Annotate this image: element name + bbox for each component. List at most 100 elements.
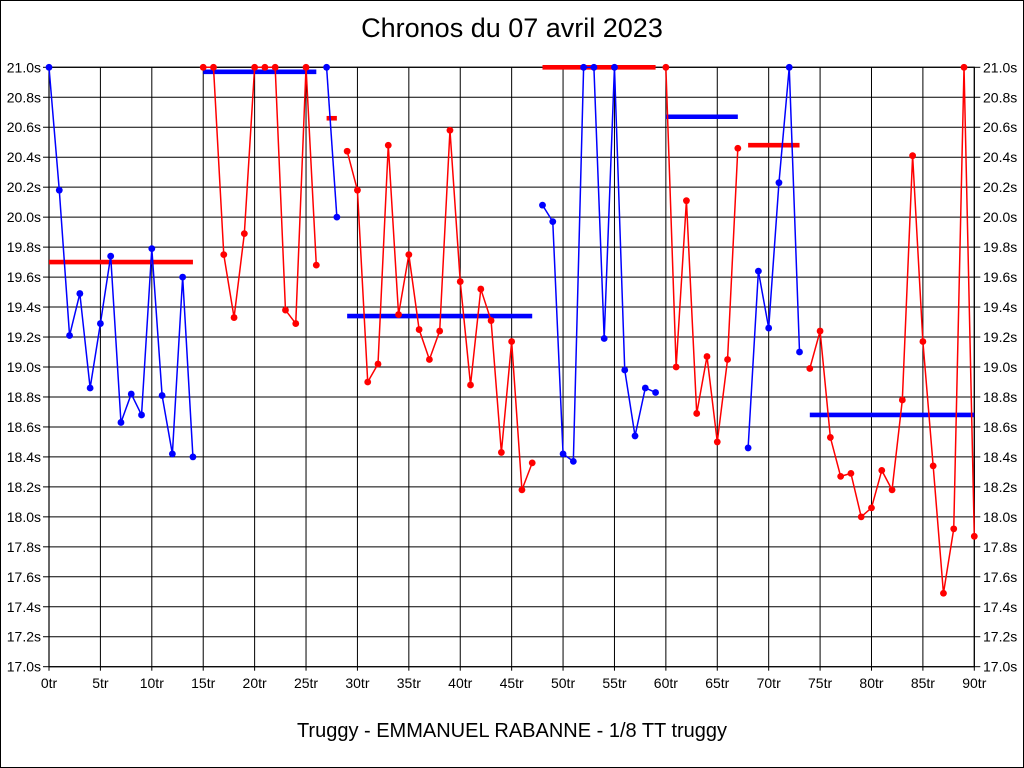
lap-point <box>168 450 176 458</box>
lap-point <box>45 63 53 71</box>
lap-point <box>107 252 115 260</box>
x-tick-label: 55tr <box>602 675 626 691</box>
y-tick-label-left: 18.4s <box>7 449 41 465</box>
y-tick-label-left: 19.2s <box>7 329 41 345</box>
lap-point <box>251 63 259 71</box>
lap-point <box>220 251 228 259</box>
lap-point <box>796 348 803 356</box>
x-tick-label: 65tr <box>705 675 729 691</box>
lap-point <box>631 432 639 440</box>
y-tick-label-left: 18.8s <box>7 389 41 405</box>
lap-point <box>426 356 433 363</box>
x-tick-label: 90tr <box>962 675 986 691</box>
lap-point <box>446 126 454 134</box>
lap-point <box>508 338 516 345</box>
lap-point <box>230 314 238 321</box>
lap-point <box>857 513 865 521</box>
y-tick-label-right: 20.4s <box>983 149 1017 165</box>
y-tick-label-right: 20.6s <box>983 119 1017 135</box>
run-3-line <box>325 67 338 218</box>
lap-point <box>672 363 680 371</box>
y-tick-label-left: 21.0s <box>7 59 41 75</box>
lap-point <box>240 230 248 238</box>
y-tick-label-left: 19.6s <box>7 269 41 285</box>
y-tick-label-right: 17.8s <box>983 539 1017 555</box>
y-tick-label-right: 19.0s <box>983 359 1017 375</box>
y-tick-label-right: 17.4s <box>983 599 1017 615</box>
x-tick-label: 10tr <box>140 675 164 691</box>
y-tick-label-left: 17.4s <box>7 599 41 615</box>
y-tick-label-left: 19.8s <box>7 239 41 255</box>
lap-point <box>66 332 73 339</box>
lap-point <box>415 326 423 333</box>
y-tick-label-right: 18.0s <box>983 509 1017 525</box>
lap-point <box>384 141 392 149</box>
run-2-line <box>203 66 318 325</box>
x-tick-label: 60tr <box>654 675 678 691</box>
lap-point <box>312 261 320 269</box>
y-tick-label-left: 18.6s <box>7 419 41 435</box>
lap-point <box>86 384 94 392</box>
y-tick-label-right: 19.2s <box>983 329 1017 345</box>
lap-point <box>590 63 598 71</box>
lap-point <box>919 338 927 345</box>
y-tick-label-left: 20.0s <box>7 209 41 225</box>
x-tick-label: 20tr <box>243 675 267 691</box>
lap-point <box>374 360 382 368</box>
lap-point <box>333 213 341 221</box>
y-tick-label-left: 19.0s <box>7 359 41 375</box>
lap-point <box>117 419 125 426</box>
run-6-line <box>665 67 739 443</box>
y-tick-label-left: 17.6s <box>7 569 41 585</box>
lap-point <box>282 306 289 314</box>
lap-point <box>693 410 701 417</box>
y-tick-label-right: 20.2s <box>983 179 1017 195</box>
x-tick-label: 70tr <box>757 675 781 691</box>
lap-point <box>600 335 608 342</box>
lap-point <box>97 320 104 327</box>
lap-point <box>868 504 875 512</box>
lap-point <box>199 63 207 71</box>
lap-point <box>76 290 84 297</box>
lap-point <box>970 532 978 540</box>
lap-point <box>189 453 197 461</box>
lap-point <box>292 320 300 327</box>
x-tick-label: 25tr <box>294 675 318 691</box>
lap-point <box>436 327 444 335</box>
lap-point <box>683 197 690 205</box>
lap-point <box>662 63 670 71</box>
lap-point <box>497 449 505 456</box>
lap-point <box>405 251 413 259</box>
lap-point <box>940 589 947 597</box>
y-tick-label-right: 17.0s <box>983 659 1017 675</box>
y-tick-label-right: 19.8s <box>983 239 1017 255</box>
lap-point <box>395 311 402 318</box>
y-tick-label-left: 20.8s <box>7 89 41 105</box>
lap-point <box>754 267 762 275</box>
y-tick-label-left: 17.2s <box>7 629 41 645</box>
y-tick-label-right: 20.0s <box>983 209 1017 225</box>
lap-point <box>354 186 361 194</box>
lap-point <box>487 317 495 324</box>
lap-point <box>158 392 166 399</box>
lap-point <box>528 459 536 467</box>
lap-point <box>549 218 557 226</box>
y-tick-label-right: 19.4s <box>983 299 1017 315</box>
y-tick-label-right: 17.2s <box>983 629 1017 645</box>
lap-point <box>364 378 372 386</box>
lap-point <box>518 486 526 494</box>
lap-point <box>837 472 845 480</box>
y-tick-label-left: 18.2s <box>7 479 41 495</box>
x-tick-label: 45tr <box>500 675 524 691</box>
lap-point <box>323 63 330 71</box>
lap-point <box>55 186 63 194</box>
lap-point <box>477 285 485 293</box>
lap-point <box>960 63 968 71</box>
x-tick-label: 30tr <box>345 675 369 691</box>
lap-point <box>611 63 618 71</box>
x-tick-label: 15tr <box>191 675 215 691</box>
lap-point <box>210 63 217 71</box>
y-tick-label-right: 18.8s <box>983 389 1017 405</box>
lap-point <box>734 144 742 152</box>
